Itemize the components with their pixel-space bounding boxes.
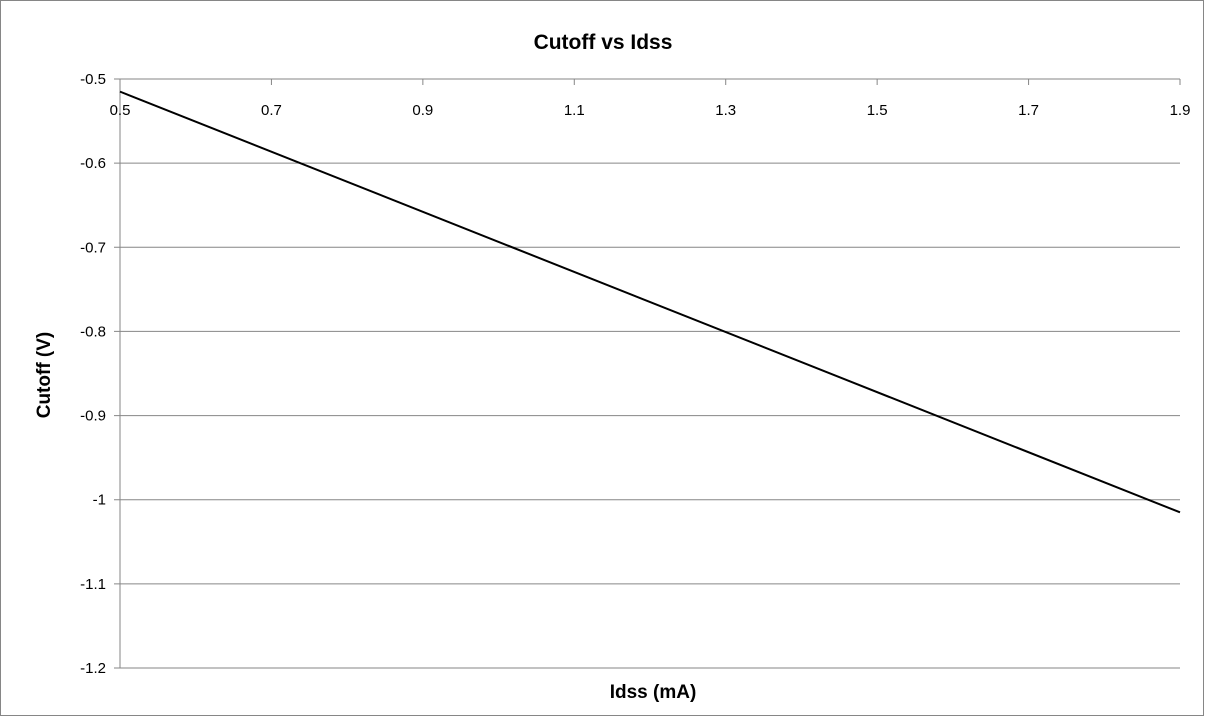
gridlines [114, 78, 1181, 669]
x-axis-title: Idss (mA) [610, 682, 697, 703]
y-tick-label: -0.7 [80, 239, 106, 256]
y-tick-label: -0.5 [80, 71, 106, 88]
x-tick-label: 0.9 [412, 102, 433, 119]
x-tick-label: 1.9 [1170, 102, 1191, 119]
x-tick-labels: 0.5 0.7 0.9 1.1 1.3 1.5 1.7 1.9 [110, 102, 1191, 119]
x-tick-label: 0.5 [110, 102, 131, 119]
x-tick-label: 1.7 [1018, 102, 1039, 119]
y-tick-label: -0.8 [80, 323, 106, 340]
y-tick-label: -1 [93, 492, 106, 509]
y-tick-label: -1.2 [80, 660, 106, 677]
y-tick-label: -0.6 [80, 155, 106, 172]
x-tick-label: 1.3 [715, 102, 736, 119]
x-tick-label: 0.7 [261, 102, 282, 119]
y-tick-label: -1.1 [80, 576, 106, 593]
y-axis-title: Cutoff (V) [34, 332, 55, 419]
chart-title: Cutoff vs Idss [534, 31, 673, 54]
x-tick-label: 1.1 [564, 102, 585, 119]
y-tick-labels: -0.5 -0.6 -0.7 -0.8 -0.9 -1 -1.1 -1.2 [80, 71, 106, 677]
series-line-0 [119, 90, 1181, 514]
x-tick-label: 1.5 [867, 102, 888, 119]
series-layer [119, 90, 1181, 514]
y-tick-label: -0.9 [80, 408, 106, 425]
